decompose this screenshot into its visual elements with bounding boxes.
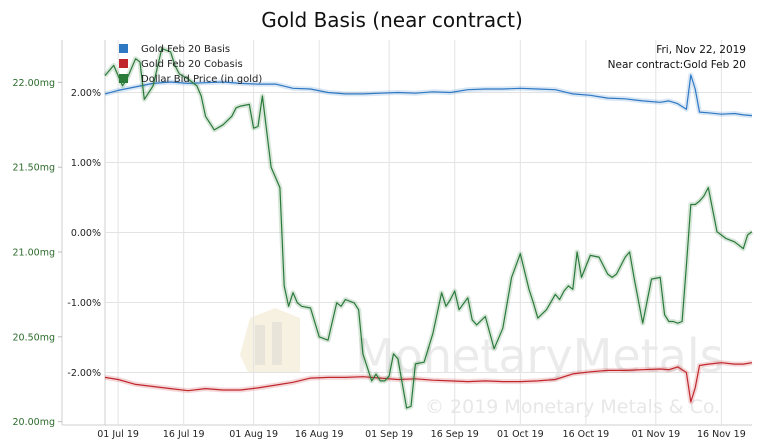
legend-label-dollar-price: Dollar Bid Price (in gold) [141,74,262,85]
left-axis-tick-label: 20.50mg [13,332,55,343]
series-line-basis[interactable] [104,74,753,117]
watermark: MonetaryMetals © 2019 Monetary Metals & … [240,308,724,418]
left-axis-tick-label: 21.00mg [13,248,55,259]
x-tick-label: 01 Jul 19 [97,429,139,440]
left-axis-tick-label: 22.00mg [13,78,55,89]
date-label: Fri, Nov 22, 2019 [656,44,746,56]
x-tick-label: 16 Oct 19 [563,429,610,440]
right-axis-tick-label: 1.00% [71,158,101,169]
legend-swatch-dollar-price [119,74,128,83]
watermark-bar [255,325,265,365]
legend-swatch-cobasis [119,59,128,68]
legend-item-basis[interactable]: Gold Feb 20 Basis [119,44,230,55]
legend-item-dollar-price[interactable]: Dollar Bid Price (in gold) [119,74,262,85]
legend-label-basis: Gold Feb 20 Basis [141,44,230,55]
series-line-cobasis[interactable] [104,362,753,403]
series-line-dollar-price[interactable] [104,47,753,409]
right-axis-tick-label: 0.00% [71,228,101,239]
series-layer [103,46,754,411]
legend-label-cobasis: Gold Feb 20 Cobasis [141,59,243,70]
legend-swatch-basis [119,44,128,53]
axis-ticks: 01 Jul 19 16 Jul 19 01 Aug 19 16 Aug 19 01 S… [13,78,746,440]
contract-label: Near contract:Gold Feb 20 [608,59,746,71]
watermark-bar [272,322,282,365]
x-tick-label: 16 Nov 19 [697,429,746,440]
left-axis-tick-label: 20.00mg [13,417,55,428]
x-tick-label: 01 Aug 19 [229,429,278,440]
copyright-text: © 2019 Monetary Metals & Co. [425,396,720,418]
legend-item-cobasis[interactable]: Gold Feb 20 Cobasis [119,59,243,70]
chart-title: Gold Basis (near contract) [261,8,523,32]
x-tick-label: 16 Sep 19 [431,429,479,440]
x-tick-label: 16 Jul 19 [163,429,205,440]
legend: Gold Feb 20 Basis Gold Feb 20 Cobasis Do… [119,44,262,85]
left-axis-tick-label: 21.50mg [13,163,55,174]
right-axis-tick-label: 2.00% [71,88,101,99]
right-axis-tick-label: -1.00% [67,298,101,309]
watermark-text: MonetaryMetals [355,329,724,383]
right-axis-tick-label: -2.00% [67,368,101,379]
x-tick-label: 16 Aug 19 [295,429,344,440]
watermark-logo [240,308,300,372]
x-tick-label: 01 Nov 19 [631,429,680,440]
x-tick-label: 01 Sep 19 [365,429,413,440]
x-tick-label: 01 Oct 19 [497,429,544,440]
